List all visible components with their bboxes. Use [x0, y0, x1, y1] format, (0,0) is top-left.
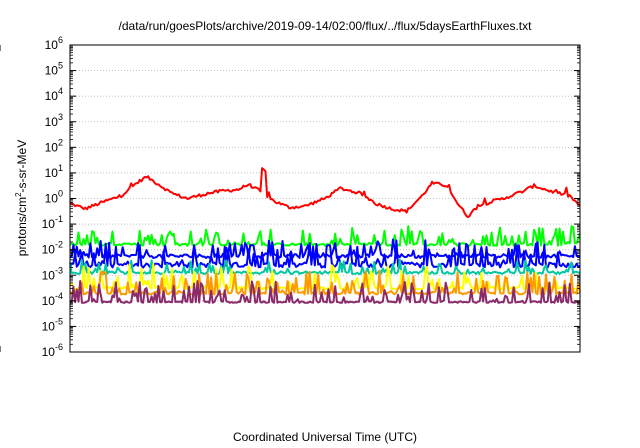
- y-tick-label: 10-5: [42, 316, 63, 333]
- series-group: [69, 167, 581, 304]
- y-tick-label: 101: [45, 163, 63, 180]
- y-tick-label: 10-2: [42, 240, 63, 257]
- y-tick-label: 102: [45, 137, 63, 154]
- y-tick-label: 105: [45, 61, 63, 78]
- y-tick-label: 10-6: [42, 342, 63, 359]
- y-tick-label: 103: [45, 112, 63, 129]
- series-line-1: [69, 167, 581, 219]
- y-tick-label: 10-3: [42, 265, 63, 282]
- y-tick-label: 106: [45, 35, 63, 52]
- y-tick-label: 10-4: [42, 291, 63, 308]
- series-line-7: [69, 270, 581, 296]
- y-axis-label: protons/cm2-s-sr-MeV: [14, 140, 29, 256]
- x-axis-label: Coordinated Universal Time (UTC): [233, 430, 417, 444]
- series-line-2: [69, 225, 581, 247]
- y-tick-label: 100: [45, 189, 63, 206]
- y-ticks: 10-6 10-5 10-4 10-3 10-2 10-1 100 101 102 103 104 1…: [42, 35, 580, 359]
- chart-title: /data/run/goesPlots/archive/2019-09-14/0…: [119, 19, 533, 33]
- series-line-8: [69, 280, 581, 304]
- y-tick-label: 104: [45, 86, 63, 103]
- series-line-4: [69, 239, 581, 269]
- series-line-5: [69, 258, 581, 275]
- y-axis-label-text: protons/cm2-s-sr-MeV: [14, 140, 29, 256]
- y-tick-label: 10-1: [42, 214, 63, 231]
